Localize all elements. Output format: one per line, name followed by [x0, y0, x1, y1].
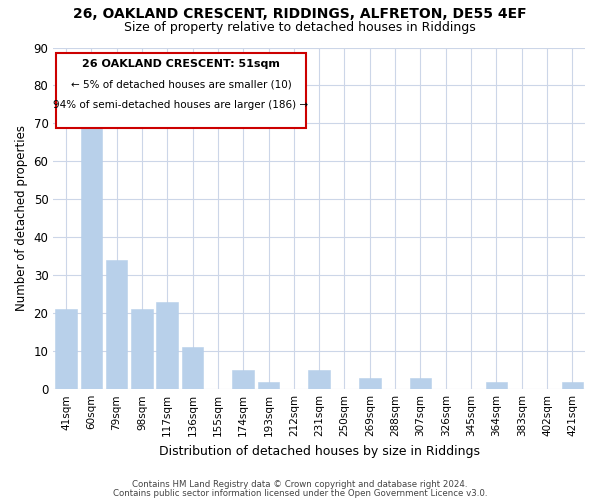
Text: 26 OAKLAND CRESCENT: 51sqm: 26 OAKLAND CRESCENT: 51sqm	[82, 60, 280, 70]
Text: Contains HM Land Registry data © Crown copyright and database right 2024.: Contains HM Land Registry data © Crown c…	[132, 480, 468, 489]
Bar	[562, 382, 583, 389]
Text: Contains public sector information licensed under the Open Government Licence v3: Contains public sector information licen…	[113, 488, 487, 498]
X-axis label: Distribution of detached houses by size in Riddings: Distribution of detached houses by size …	[158, 444, 479, 458]
Text: Size of property relative to detached houses in Riddings: Size of property relative to detached ho…	[124, 21, 476, 34]
Text: ← 5% of detached houses are smaller (10): ← 5% of detached houses are smaller (10)	[71, 80, 291, 90]
Bar	[131, 310, 152, 389]
Bar	[308, 370, 330, 389]
Bar	[182, 348, 203, 389]
Bar	[106, 260, 127, 389]
Bar	[80, 127, 102, 389]
Bar	[232, 370, 254, 389]
Text: 26, OAKLAND CRESCENT, RIDDINGS, ALFRETON, DE55 4EF: 26, OAKLAND CRESCENT, RIDDINGS, ALFRETON…	[73, 8, 527, 22]
Bar	[359, 378, 380, 389]
Y-axis label: Number of detached properties: Number of detached properties	[15, 126, 28, 312]
Text: 94% of semi-detached houses are larger (186) →: 94% of semi-detached houses are larger (…	[53, 100, 308, 110]
Bar	[157, 302, 178, 389]
Bar	[258, 382, 279, 389]
Bar	[485, 382, 507, 389]
Bar	[410, 378, 431, 389]
Bar	[55, 310, 77, 389]
FancyBboxPatch shape	[56, 52, 306, 128]
